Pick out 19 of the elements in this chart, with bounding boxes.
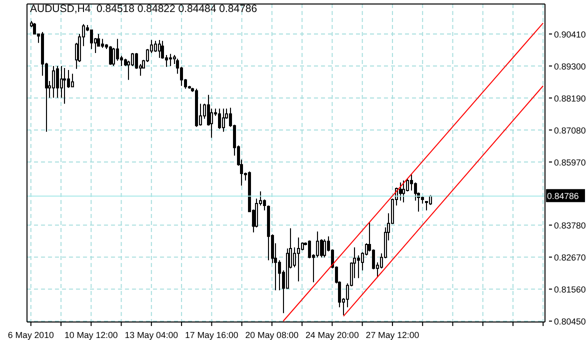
x-tick-label: 10 May 12:00: [64, 330, 118, 340]
x-tick-label: 24 May 20:00: [306, 330, 359, 340]
y-tick-label: 0.83780: [554, 220, 586, 231]
x-tick-label: 27 May 12:00: [366, 330, 420, 340]
y-tick-label: 0.82670: [554, 252, 586, 263]
y-tick-label: 0.89300: [554, 61, 586, 72]
y-tick-label: 0.81560: [554, 284, 586, 295]
x-tick-label: 17 May 16:00: [185, 330, 238, 340]
chart-title: AUDUSD,H4 0.84518 0.84822 0.84484 0.84786: [30, 3, 258, 15]
y-tick-label: 0.80450: [554, 316, 586, 327]
y-tick-label: 0.87080: [554, 125, 586, 136]
y-tick-label: 0.90410: [554, 29, 586, 40]
candlestick: [63, 68, 66, 104]
x-tick-label: 13 May 04:00: [124, 330, 178, 340]
y-tick-label: 0.88190: [554, 93, 586, 104]
x-tick-label: 6 May 2010: [8, 330, 54, 340]
x-tick-label: 20 May 08:00: [245, 330, 299, 340]
ref-line-label: 0.84786: [547, 191, 579, 202]
y-tick-label: 0.85970: [554, 157, 586, 168]
